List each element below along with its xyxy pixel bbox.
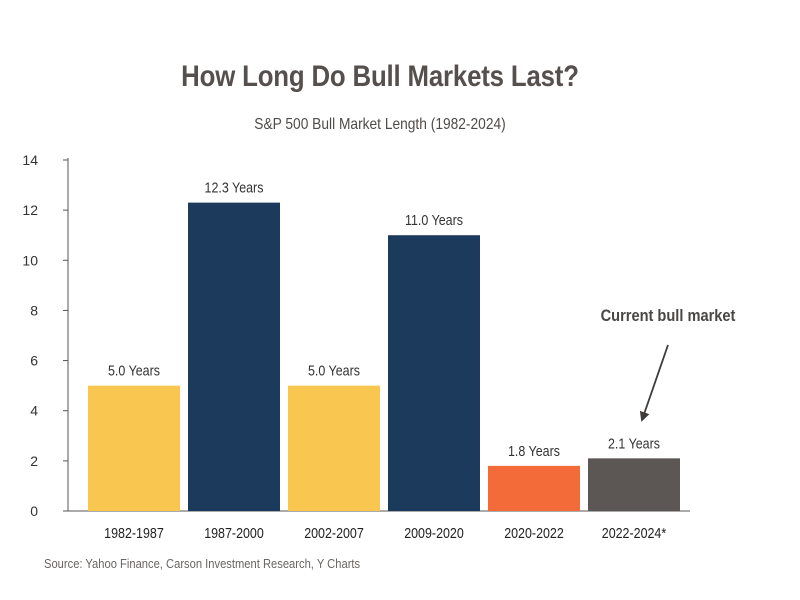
y-tick-label: 10 bbox=[22, 252, 38, 268]
x-tick-label: 1982-1987 bbox=[104, 525, 164, 541]
bar bbox=[288, 385, 380, 511]
annotation-text: Current bull market bbox=[601, 307, 736, 325]
bar bbox=[88, 385, 180, 511]
data-label: 11.0 Years bbox=[405, 212, 463, 228]
x-tick-label: 2002-2007 bbox=[304, 525, 364, 541]
bar bbox=[488, 465, 580, 511]
chart-bars bbox=[88, 202, 680, 511]
bar bbox=[388, 235, 480, 511]
y-tick-label: 0 bbox=[30, 503, 38, 519]
data-label: 2.1 Years bbox=[608, 435, 660, 451]
y-tick-label: 2 bbox=[30, 453, 38, 469]
x-tick-label: 1987-2000 bbox=[204, 525, 264, 541]
y-tick-label: 4 bbox=[30, 403, 38, 419]
annotation-arrow bbox=[639, 344, 669, 422]
y-tick-label: 8 bbox=[30, 302, 38, 318]
data-label: 5.0 Years bbox=[108, 363, 160, 379]
data-label: 1.8 Years bbox=[508, 443, 560, 459]
x-tick-label: 2020-2022 bbox=[504, 525, 564, 541]
y-tick-label: 6 bbox=[30, 353, 38, 369]
source-note: Source: Yahoo Finance, Carson Investment… bbox=[44, 556, 361, 571]
y-tick-label: 12 bbox=[22, 202, 38, 218]
chart-labels: 5.0 Years 1982-1987 12.3 Years 1987-2000 5.0… bbox=[104, 180, 667, 541]
chart-title: How Long Do Bull Markets Last? bbox=[181, 60, 579, 93]
chart-subtitle: S&P 500 Bull Market Length (1982-2024) bbox=[254, 116, 506, 133]
bar bbox=[188, 202, 280, 511]
x-tick-label: 2009-2020 bbox=[404, 525, 464, 541]
data-label: 12.3 Years bbox=[205, 180, 264, 196]
data-label: 5.0 Years bbox=[308, 363, 360, 379]
x-tick-label: 2022-2024* bbox=[602, 525, 667, 541]
bar bbox=[588, 458, 680, 511]
chart-annotation: Current bull market bbox=[601, 307, 736, 422]
y-tick-label: 14 bbox=[22, 152, 38, 168]
